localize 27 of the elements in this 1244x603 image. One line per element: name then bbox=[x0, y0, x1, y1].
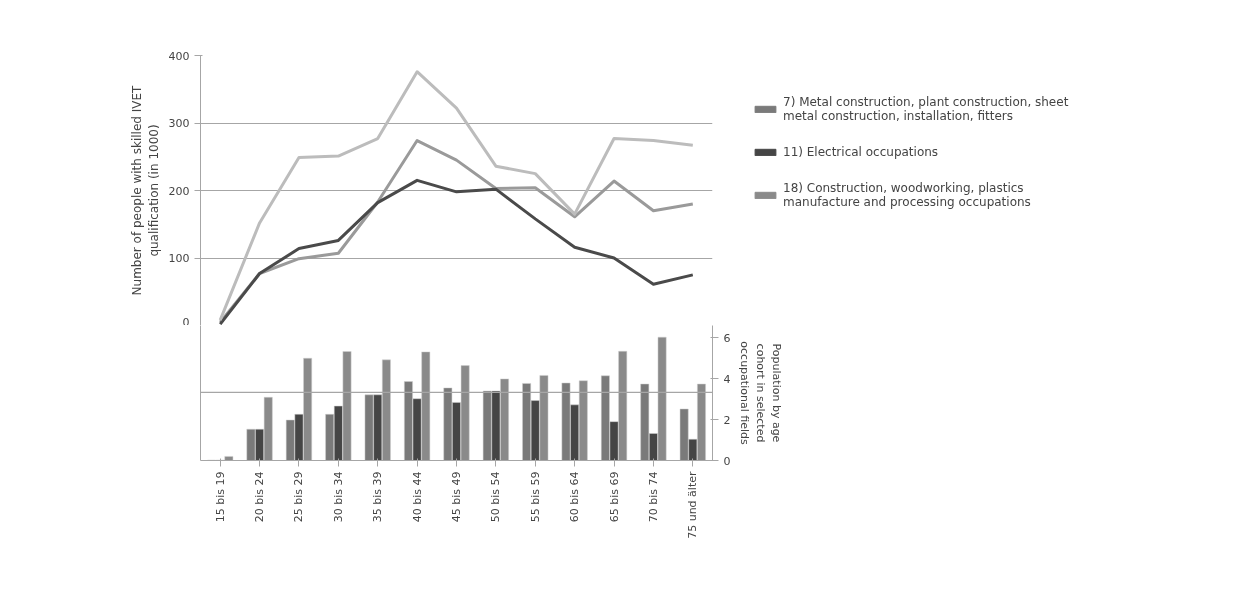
y-axis-title: Number of people with skilled IVET qualification (in 1000) bbox=[129, 84, 161, 296]
x-tick-label: 25 bis 29 bbox=[292, 471, 306, 523]
legend-label: 7) Metal construction, plant construction, sheet metal construction, installation, fitters bbox=[783, 95, 1069, 123]
x-tick-label: 40 bis 44 bbox=[410, 471, 424, 523]
x-tick-label: 35 bis 39 bbox=[371, 471, 385, 523]
y-tick-label: 2 bbox=[723, 413, 731, 427]
x-tick-label: 75 und älter bbox=[686, 471, 700, 539]
y-tick-label: 0 bbox=[182, 315, 190, 329]
y-tick-label: 200 bbox=[168, 184, 190, 198]
y-axis-title: Population by age cohort in selected occupational fields bbox=[738, 341, 783, 445]
x-tick-label: 30 bis 34 bbox=[331, 471, 345, 523]
y-tick-label: 4 bbox=[723, 372, 731, 386]
y-tick-label: 6 bbox=[723, 331, 731, 345]
x-tick-label: 20 bis 24 bbox=[253, 471, 267, 523]
y-tick-label: 0 bbox=[723, 454, 731, 468]
y-tick-label: 100 bbox=[168, 252, 190, 265]
x-tick-label: 65 bis 69 bbox=[607, 471, 621, 523]
y-tick-label: 400 bbox=[168, 49, 190, 63]
y-tick-label: 300 bbox=[168, 117, 190, 130]
x-tick-label: 60 bis 64 bbox=[568, 471, 582, 523]
x-tick-label: 15 bis 19 bbox=[213, 471, 227, 523]
x-tick-label: 45 bis 49 bbox=[450, 471, 463, 523]
x-tick-label: 50 bis 54 bbox=[489, 471, 503, 523]
x-tick-label: 70 bis 74 bbox=[646, 471, 660, 523]
legend-label: 11) Electrical occupations bbox=[783, 145, 939, 159]
x-tick-label: 55 bis 59 bbox=[528, 471, 542, 523]
legend-label: 18) Construction, woodworking, plastics manufacture and processing occupations bbox=[783, 181, 1031, 209]
